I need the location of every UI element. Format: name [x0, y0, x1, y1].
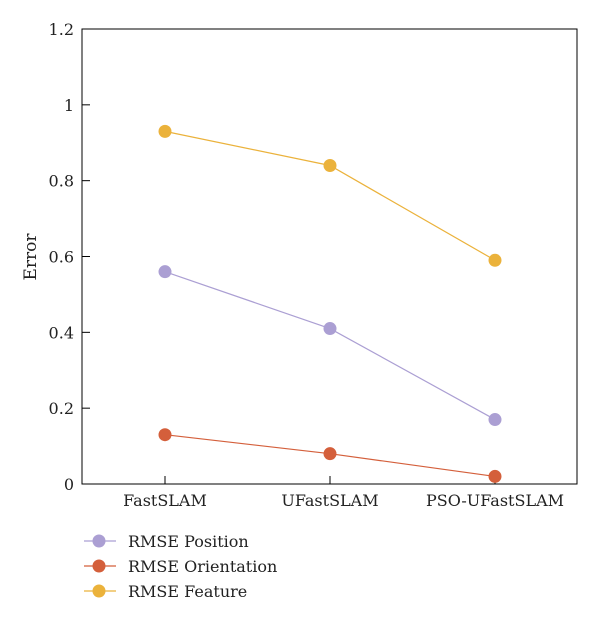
data-point — [323, 447, 337, 461]
y-axis: 0 0.2 0.4 0.6 0.8 1 1.2 — [49, 20, 90, 494]
x-tick-label: FastSLAM — [123, 491, 207, 510]
data-point — [488, 469, 502, 483]
series-line — [164, 130, 496, 261]
data-point — [488, 413, 502, 427]
legend-swatch-marker — [92, 584, 106, 598]
data-point — [158, 428, 172, 442]
data-point — [488, 253, 502, 267]
y-tick-label: 1.2 — [49, 20, 74, 39]
data-point — [158, 265, 172, 279]
y-tick-label: 0.6 — [49, 248, 74, 267]
plot-frame — [81, 28, 578, 485]
legend-swatch-marker — [92, 559, 106, 573]
data-point — [323, 322, 337, 336]
y-axis-label: Error — [21, 233, 41, 281]
series-layer — [158, 124, 502, 483]
y-tick-label: 0.8 — [49, 172, 74, 191]
data-point — [323, 159, 337, 172]
legend-swatch-marker — [92, 534, 106, 548]
x-tick-label: UFastSLAM — [281, 491, 378, 510]
legend: RMSE Position RMSE Orientation RMSE Featur… — [84, 532, 277, 601]
x-tick-label: PSO-UFastSLAM — [426, 491, 564, 510]
y-tick-label: 1 — [64, 96, 74, 115]
legend-label: RMSE Orientation — [128, 557, 277, 576]
data-point — [158, 124, 172, 138]
y-tick-label: 0 — [64, 475, 74, 494]
y-tick-label: 0.4 — [49, 323, 74, 342]
legend-label: RMSE Feature — [128, 582, 247, 601]
series-line — [164, 271, 496, 421]
y-tick-label: 0.2 — [49, 399, 74, 418]
legend-label: RMSE Position — [128, 532, 249, 551]
